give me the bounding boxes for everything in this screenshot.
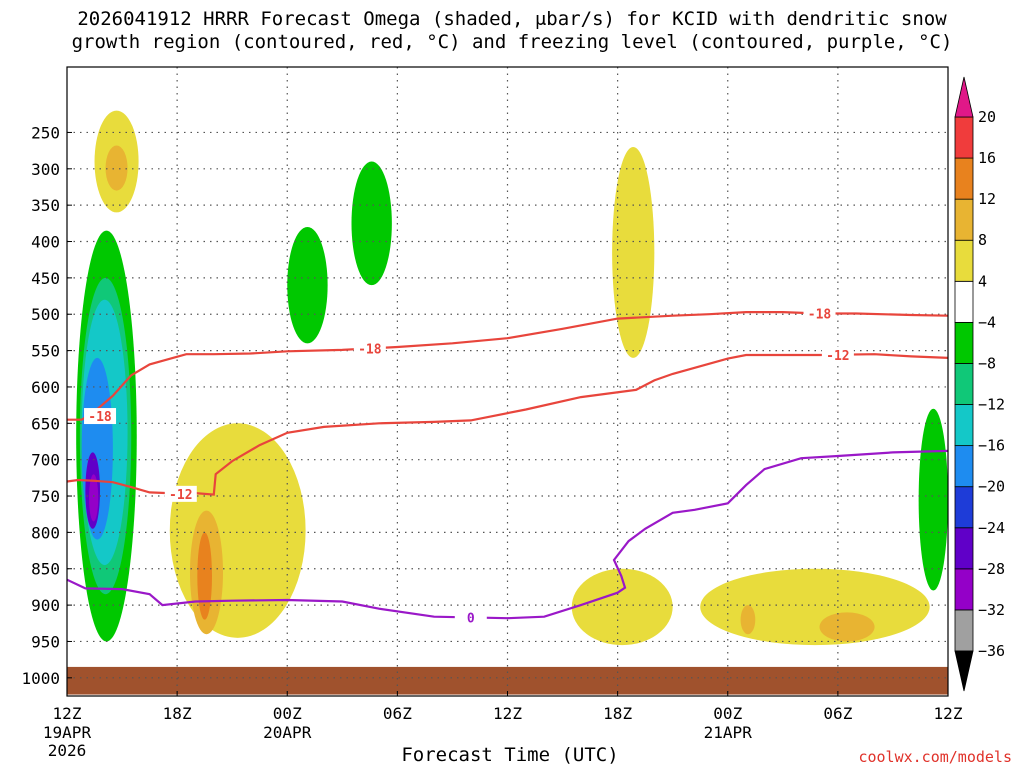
xtick-label-0: 12Z (53, 704, 82, 723)
omega-region-17 (740, 605, 756, 635)
omega-region-15 (571, 568, 673, 646)
terrain-band (67, 666, 948, 695)
colorbar-label-20: 20 (978, 108, 996, 126)
contour-label-bg-0-0 (84, 408, 117, 425)
omega-region-6 (287, 226, 328, 344)
contour-0 (67, 311, 948, 421)
colorbar-seg-12 (954, 116, 974, 159)
chart-title: 2026041912 HRRR Forecast Omega (shaded, … (0, 8, 1024, 54)
title-line-2: growth region (contoured, red, °C) and f… (71, 31, 953, 53)
colorbar-label--16: −16 (978, 437, 1005, 455)
omega-region-13 (197, 532, 212, 620)
ytick-label-850: 850 (31, 560, 60, 579)
colorbar-seg-2 (954, 527, 974, 570)
ytick-label-950: 950 (31, 632, 60, 651)
contour-labels: -18 -18 -18 -12 -12 0 (84, 305, 854, 626)
colorbar-arrow-top (954, 76, 974, 118)
contour-label-bg-1-0 (164, 485, 197, 502)
contour-label-1-1: -12 (826, 349, 849, 364)
colorbar-seg-7 (954, 321, 974, 364)
colorbar-seg-3 (954, 486, 974, 529)
ytick-label-600: 600 (31, 378, 60, 397)
xtick-date-6: 21APR (704, 723, 753, 742)
omega-region-16 (700, 568, 930, 646)
colorbar-seg-4 (954, 445, 974, 488)
omega-region-14 (612, 146, 655, 358)
contour-label-2-0: 0 (467, 611, 475, 626)
xtick-label-3: 06Z (383, 704, 412, 723)
ytick-label-350: 350 (31, 196, 60, 215)
colorbar-label--24: −24 (978, 519, 1005, 537)
ytick-label-250: 250 (31, 123, 60, 142)
colorbar-seg-6 (954, 363, 974, 405)
xtick-date-0: 19APR (43, 723, 92, 742)
ytick-label-700: 700 (31, 451, 60, 470)
ytick-label-300: 300 (31, 160, 60, 179)
ytick-label-750: 750 (31, 487, 60, 506)
colorbar-label-16: 16 (978, 149, 996, 167)
contour-label-bg-1-1 (821, 346, 854, 363)
omega-region-11 (169, 423, 306, 638)
colorbar-label-12: 12 (978, 190, 996, 208)
colorbar-label-8: 8 (978, 231, 987, 249)
contour-label-bg-0-2 (803, 305, 836, 322)
ytick-label-650: 650 (31, 414, 60, 433)
colorbar-label--28: −28 (978, 560, 1005, 578)
colorbar-label--36: −36 (978, 642, 1005, 660)
colorbar-label--8: −8 (978, 354, 996, 372)
xtick-date-2: 20APR (263, 723, 312, 742)
xtick-label-8: 12Z (934, 704, 963, 723)
xtick-label-7: 06Z (823, 704, 852, 723)
colorbar-seg-11 (954, 157, 974, 200)
title-line-1: 2026041912 HRRR Forecast Omega (shaded, … (77, 8, 947, 30)
ytick-label-900: 900 (31, 596, 60, 615)
contour-1 (67, 353, 948, 496)
colorbar-seg-9 (954, 239, 974, 282)
grid-lines (67, 67, 948, 696)
contour-label-bg-2-0 (454, 609, 487, 626)
colorbar-seg-10 (954, 198, 974, 241)
contour-label-1-0: -12 (169, 488, 192, 503)
ytick-label-1000: 1000 (21, 669, 60, 688)
contour-label-0-1: -18 (358, 342, 382, 357)
contour-label-bg-0-1 (353, 340, 386, 357)
contour-label-0-2: -18 (808, 308, 832, 323)
omega-region-7 (351, 161, 392, 286)
xtick-label-2: 00Z (273, 704, 302, 723)
y-axis: 250 300 350 400 450 500 550 600 650 700 750 800 850 9… (21, 123, 72, 688)
colorbar-label-4: 4 (978, 272, 987, 290)
ytick-label-550: 550 (31, 342, 60, 361)
ytick-label-800: 800 (31, 523, 60, 542)
x-axis-label: Forecast Time (UTC) (401, 744, 619, 766)
colorbar: −36 −32 −28 −24 −20 −16 −12 −8 −4 4 8 12 16 20 (954, 76, 1005, 692)
xtick-label-5: 18Z (603, 704, 632, 723)
omega-region-5 (89, 474, 99, 522)
xtick-label-6: 00Z (713, 704, 742, 723)
ytick-label-400: 400 (31, 233, 60, 252)
colorbar-label--12: −12 (978, 396, 1005, 414)
colorbar-label--4: −4 (978, 313, 996, 331)
colorbar-arrow-bottom (954, 650, 974, 692)
colorbar-label--32: −32 (978, 601, 1005, 619)
colorbar-seg-1 (954, 568, 974, 611)
ytick-label-500: 500 (31, 305, 60, 324)
contour-layer (67, 311, 948, 620)
omega-region-8 (918, 408, 948, 591)
contour-2 (67, 449, 948, 620)
colorbar-label--20: −20 (978, 478, 1005, 496)
omega-region-18 (819, 612, 875, 642)
omega-region-10 (105, 145, 128, 191)
xtick-label-4: 12Z (493, 704, 522, 723)
colorbar-seg-8 (954, 280, 974, 323)
credit-link[interactable]: coolwx.com/models (858, 748, 1012, 766)
colorbar-seg-0 (954, 609, 974, 652)
xtick-label-1: 18Z (163, 704, 192, 723)
ytick-label-450: 450 (31, 269, 60, 288)
omega-shading-layer (76, 110, 948, 646)
xtick-year-0: 2026 (48, 741, 87, 760)
colorbar-seg-5 (954, 404, 974, 447)
contour-label-0-0: -18 (88, 410, 112, 425)
